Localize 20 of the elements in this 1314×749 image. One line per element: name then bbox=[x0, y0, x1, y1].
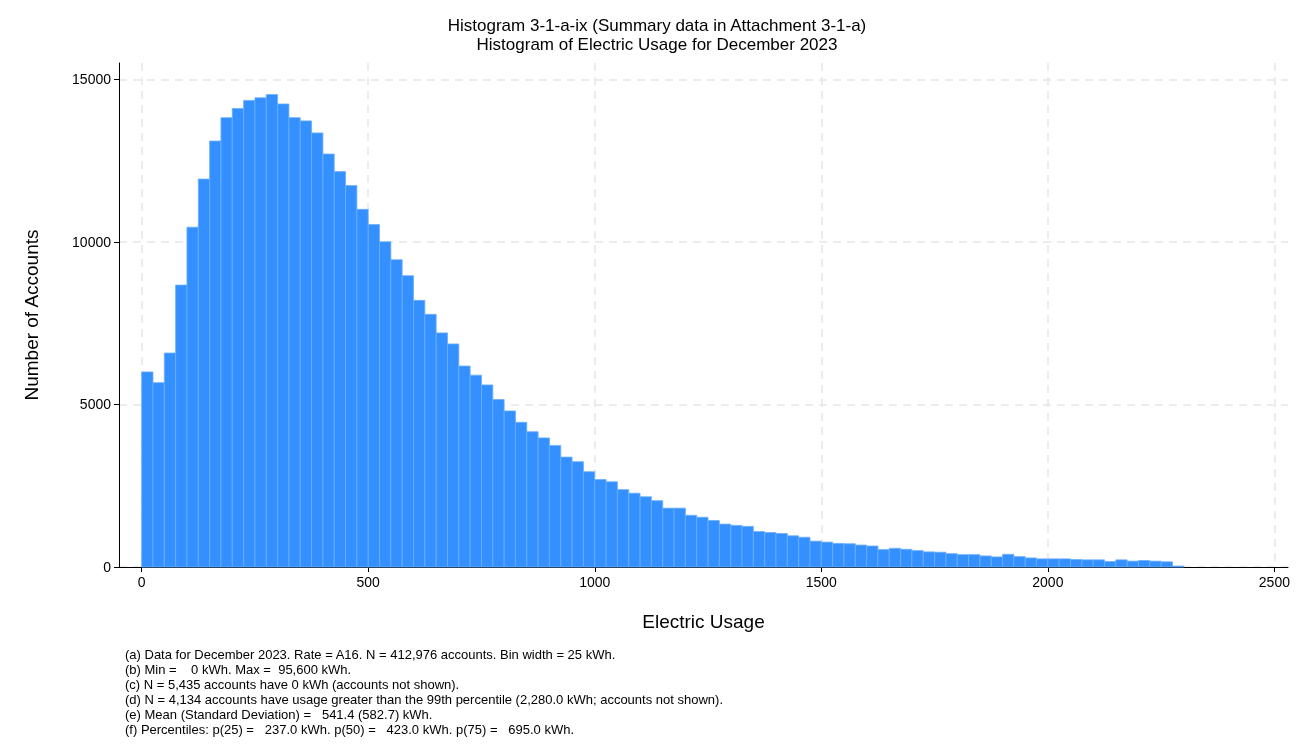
y-tick-label: 5000 bbox=[79, 396, 112, 413]
chart-subtitle: Histogram of Electric Usage for December 2023 bbox=[476, 35, 838, 54]
chart-title: Histogram 3-1-a-ix (Summary data in Attachment 3-1-a) bbox=[447, 16, 867, 35]
text: (c) N = 5,435 accounts have 0 kWh (accounts not shown). bbox=[125, 677, 460, 692]
x-tick-label: 0 bbox=[137, 574, 146, 590]
text: (b) Min = 0 kWh. Max = 95,600 kWh. bbox=[125, 662, 352, 677]
text: (e) Mean (Standard Deviation) = 541.4 (582.7) kWh. bbox=[125, 707, 433, 722]
text: (a) Data for December 2023. Rate = A16. N = 412,976 accounts. Bin width = 25 kWh. bbox=[125, 647, 616, 662]
text: (d) N = 4,134 accounts have usage greater than the 99th percentile (2,280.0 kWh; accounts not shown). bbox=[125, 692, 723, 707]
x-tick-label: 2500 bbox=[1258, 574, 1291, 590]
x-tick-label: 500 bbox=[356, 574, 381, 590]
y-tick-label: 10000 bbox=[72, 233, 112, 250]
x-axis-title: Electric Usage bbox=[642, 611, 765, 632]
x-tick-label: 1500 bbox=[805, 574, 838, 590]
y-tick-label: 15000 bbox=[72, 71, 112, 88]
text: (f) Percentiles: p(25) = 237.0 kWh. p(50) = 423.0 kWh. p(75) = 695.0 kWh. bbox=[125, 722, 575, 737]
x-tick-label: 1000 bbox=[579, 574, 611, 590]
y-axis-title: Number of Accounts bbox=[21, 229, 42, 401]
y-tick-label: 0 bbox=[103, 559, 112, 575]
x-tick-label: 2000 bbox=[1032, 574, 1064, 590]
